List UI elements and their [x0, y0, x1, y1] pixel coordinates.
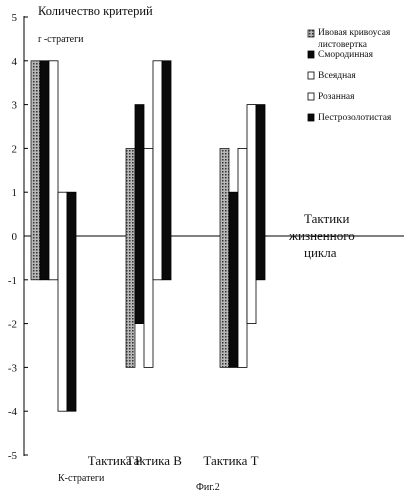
legend-label: Смородинная [318, 50, 374, 60]
legend-swatch [308, 93, 314, 100]
bar [229, 192, 238, 367]
bar [238, 148, 247, 367]
bar [31, 61, 40, 280]
y-tick-label: -3 [8, 362, 18, 374]
k-strategist-label: К-стратеги [58, 473, 105, 484]
legend-swatch [308, 72, 314, 79]
bar [126, 148, 135, 367]
y-tick-label: 3 [12, 100, 18, 112]
bar [40, 61, 49, 280]
category-label: Тактика T [203, 453, 258, 468]
x-axis-title-line-1: Тактики [304, 211, 349, 226]
y-tick-label: 1 [12, 187, 18, 199]
bar [247, 105, 256, 324]
y-tick-label: -4 [8, 406, 18, 418]
bar [153, 61, 162, 280]
y-tick-label: -2 [8, 319, 17, 331]
y-tick-label: 2 [12, 143, 18, 155]
legend-swatch [308, 30, 314, 37]
y-tick-label: 0 [12, 231, 18, 243]
legend-label: Всеядная [318, 71, 356, 81]
figure-caption: Фиг.2 [196, 482, 220, 493]
legend-label: Розанная [318, 92, 355, 102]
category-labels: Тактика PТактика BТактика T [88, 453, 259, 468]
y-tick-label: 4 [12, 56, 18, 68]
legend-swatch [308, 51, 314, 58]
x-axis-title: Тактики жизненного цикла [288, 211, 355, 260]
category-label: Тактика B [126, 453, 182, 468]
legend: Ивовая кривоусаялистоверткаСмородинная Вс… [308, 28, 392, 123]
bar [144, 148, 153, 367]
bar [67, 192, 76, 411]
bar [256, 105, 265, 280]
legend-label: Пестрозолотистая [318, 113, 392, 123]
x-axis-title-line-3: цикла [304, 245, 337, 260]
bar [49, 61, 58, 280]
bar [162, 61, 171, 280]
chart-title: Количество критерий [38, 4, 153, 18]
y-ticks: 5 4 3 2 1 0 -1 -2 -3 -4 -5 [8, 12, 28, 462]
bars [31, 61, 265, 411]
x-axis-title-line-2: жизненного [288, 228, 355, 243]
y-tick-label: 5 [12, 12, 18, 24]
legend-label: Ивовая кривоусаялистовертка [318, 28, 391, 50]
bar [135, 105, 144, 324]
legend-swatch [308, 114, 314, 121]
y-tick-label: -1 [8, 275, 17, 287]
bar [220, 148, 229, 367]
y-tick-label: -5 [8, 450, 18, 462]
bar [58, 192, 67, 411]
r-strategist-label: r -стратеги [38, 34, 84, 45]
